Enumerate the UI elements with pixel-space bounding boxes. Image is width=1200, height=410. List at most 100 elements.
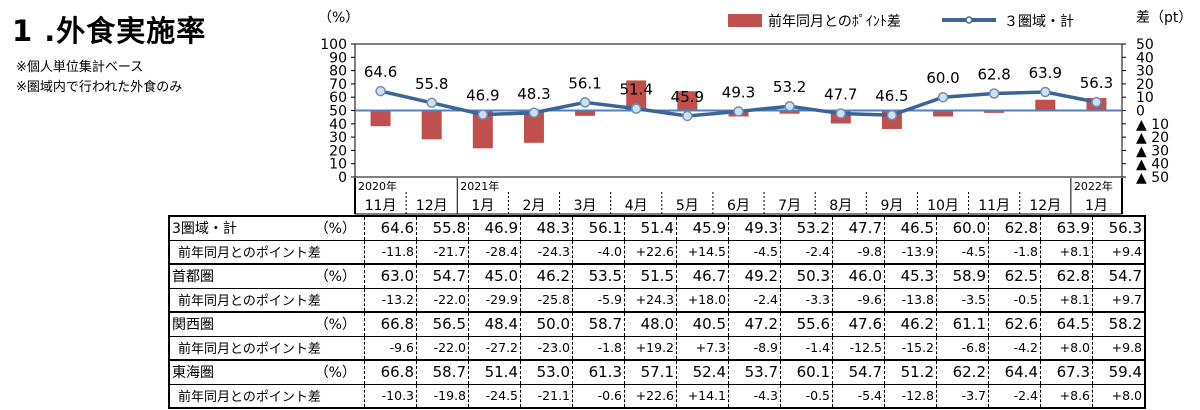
right-tick-label: 0: [1136, 104, 1145, 120]
table-cell: -23.0: [520, 335, 573, 360]
right-tick-label: ▲ 30: [1136, 143, 1169, 159]
table-cell: -22.0: [416, 287, 469, 312]
line-point: [1091, 96, 1102, 108]
category-label: 11月: [978, 198, 1010, 214]
bar: [370, 110, 391, 127]
right-tick-label: 50: [1136, 37, 1154, 53]
table-cell: -6.8: [936, 335, 989, 360]
bar: [1035, 99, 1056, 111]
table-cell: 62.5: [988, 263, 1041, 288]
table-cell: 54.7: [416, 263, 469, 288]
data-label: 55.8: [415, 75, 448, 93]
table-cell: 57.1: [624, 359, 677, 384]
left-tick-label: 90: [329, 50, 347, 66]
line-point: [682, 110, 693, 122]
table-cell: 46.0: [832, 263, 885, 288]
table-cell: +24.3: [624, 287, 677, 312]
table-cell: 49.2: [728, 263, 781, 288]
table-cell: 48.3: [520, 215, 573, 240]
right-tick-label: 10: [1136, 90, 1154, 106]
table-cell: 63.9: [1040, 215, 1093, 240]
table-cell: -15.2: [884, 335, 937, 360]
data-label: 49.3: [722, 83, 755, 101]
category-label: 2月: [523, 198, 546, 214]
table-cell: +19.2: [624, 335, 677, 360]
data-label: 45.9: [671, 88, 704, 106]
right-tick-label: ▲ 40: [1136, 157, 1169, 173]
table-cell: 45.9: [676, 215, 729, 240]
line-point: [426, 97, 437, 109]
legend-line-marker: [965, 16, 973, 24]
table-cell: +8.0: [1092, 383, 1146, 409]
table-cell: 54.7: [832, 359, 885, 384]
row-label-text: 前年同月とのポイント差: [178, 294, 321, 310]
row-label-text: 関西圏: [172, 317, 214, 334]
table-cell: 46.7: [676, 263, 729, 288]
category-label: 7月: [778, 198, 801, 214]
table-cell: 60.0: [936, 215, 989, 240]
row-label: 前年同月とのポイント差: [168, 287, 365, 312]
category-label: 3月: [574, 198, 597, 214]
table-cell: 49.3: [728, 215, 781, 240]
table-cell: -5.9: [572, 287, 625, 312]
table-cell: -13.2: [364, 287, 417, 312]
right-tick-label: 30: [1136, 64, 1154, 80]
table-cell: -3.7: [936, 383, 989, 409]
data-label: 53.2: [773, 78, 806, 96]
table-cell: 58.7: [416, 359, 469, 384]
table-cell: +14.5: [676, 239, 729, 264]
bar: [984, 110, 1005, 113]
table-cell: 48.0: [624, 311, 677, 336]
bar: [575, 110, 596, 116]
table-cell: +9.8: [1092, 335, 1146, 360]
left-tick-label: 80: [329, 64, 347, 80]
table-cell: 62.2: [936, 359, 989, 384]
table-cell: 60.1: [780, 359, 833, 384]
table-cell: 45.0: [468, 263, 521, 288]
line-point: [988, 88, 1000, 99]
table-cell: 59.4: [1092, 359, 1146, 384]
table-row: 3圏域・計 （%） 64.6 55.8 46.9 48.3 56.1 51.4 45.9 49.3…: [168, 215, 1146, 240]
table-cell: 46.5: [884, 215, 937, 240]
table-cell: -0.5: [988, 287, 1041, 312]
data-label: 56.3: [1080, 74, 1113, 92]
line-point: [835, 108, 847, 119]
row-label-text: 前年同月とのポイント差: [178, 390, 321, 406]
table-cell: 58.9: [936, 263, 989, 288]
table-cell: +9.7: [1092, 287, 1146, 312]
table-cell: 54.7: [1092, 263, 1146, 288]
table-cell: -4.0: [572, 239, 625, 264]
table-cell: 46.2: [520, 263, 573, 288]
table-cell: -8.9: [728, 335, 781, 360]
table-cell: -0.5: [780, 383, 833, 409]
left-tick-label: 60: [329, 90, 347, 106]
category-label: 12月: [1029, 198, 1061, 214]
table-cell: -29.9: [468, 287, 521, 312]
right-tick-label: ▲ 10: [1136, 117, 1169, 133]
row-label-text: 首都圏: [172, 269, 214, 286]
row-label-text: 前年同月とのポイント差: [178, 342, 321, 358]
line-point: [477, 109, 489, 120]
table-cell: 47.2: [728, 311, 781, 336]
table-row: 前年同月とのポイント差 -13.2 -22.0 -29.9 -25.8 -5.9 +24.3…: [168, 287, 1146, 312]
left-tick-label: 20: [329, 143, 347, 159]
right-axis-unit: 差（pt）: [1136, 10, 1192, 26]
table-cell: -1.8: [988, 239, 1041, 264]
table-cell: 40.5: [676, 311, 729, 336]
legend-bar-swatch: [728, 14, 762, 27]
table-cell: -24.3: [520, 239, 573, 264]
category-label: 8月: [829, 198, 852, 214]
table-cell: 64.6: [364, 215, 417, 240]
legend-line-label: ３圏域・計: [1004, 14, 1074, 30]
table-cell: 50.0: [520, 311, 573, 336]
table-cell: -2.4: [728, 287, 781, 312]
table-row: 前年同月とのポイント差 -9.6 -22.0 -27.2 -23.0 -1.8 +19.2 +…: [168, 335, 1146, 360]
right-tick-label: ▲ 20: [1136, 130, 1169, 146]
table-cell: 58.7: [572, 311, 625, 336]
data-label: 48.3: [517, 85, 550, 103]
row-unit: （%）: [314, 269, 356, 286]
row-label: 3圏域・計 （%）: [168, 215, 365, 240]
right-tick-label: 20: [1136, 77, 1154, 93]
table-cell: +22.6: [624, 239, 677, 264]
